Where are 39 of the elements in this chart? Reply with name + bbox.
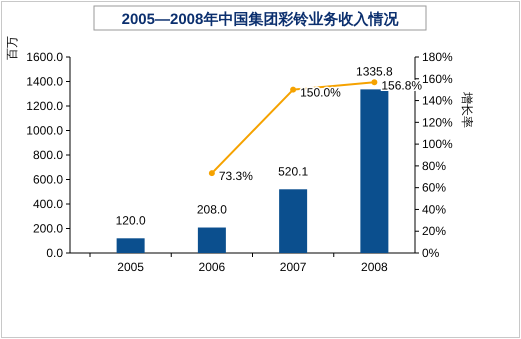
y2-tick-label: 80% bbox=[422, 158, 446, 173]
point bbox=[208, 170, 215, 176]
bar bbox=[198, 228, 226, 253]
x-tick-label: 2005 bbox=[117, 260, 144, 274]
x-tick-label: 2006 bbox=[198, 260, 226, 274]
data-label: 1335.8 bbox=[356, 64, 394, 78]
data-label: 73.3% bbox=[218, 169, 254, 184]
point bbox=[290, 86, 296, 93]
y2-tick-label: 0% bbox=[422, 246, 440, 260]
y2-tick-label: 60% bbox=[422, 180, 446, 195]
y-tick-label: 400.0 bbox=[32, 197, 64, 211]
data-label: 120.0 bbox=[116, 213, 146, 228]
x-tick-label: 2007 bbox=[280, 260, 307, 274]
x-tick-label: 2008 bbox=[361, 260, 388, 274]
chart-title: 2005—2008年中国集团彩铃业务收入情况 bbox=[122, 11, 400, 28]
y-tick-label: 600.0 bbox=[32, 172, 64, 186]
y-tick-label: 1400.0 bbox=[26, 74, 64, 88]
y2-tick-label: 20% bbox=[422, 224, 446, 238]
y2-tick-label: 40% bbox=[422, 202, 446, 216]
y-tick-label: 1200.0 bbox=[26, 99, 64, 113]
y2-tick-label: 180% bbox=[422, 50, 454, 64]
data-label: 520.1 bbox=[278, 164, 308, 178]
y2-tick-label: 100% bbox=[422, 137, 454, 152]
y2-tick-label: 120% bbox=[422, 115, 454, 130]
bar bbox=[116, 238, 145, 253]
data-label: 150.0% bbox=[300, 86, 342, 100]
y2-tick-label: 140% bbox=[422, 94, 454, 108]
point bbox=[371, 79, 378, 86]
y2-axis-title: 增长率 bbox=[460, 91, 474, 128]
y-tick-label: 800.0 bbox=[32, 148, 64, 162]
y-axis-title: 百万 bbox=[5, 36, 19, 60]
bar bbox=[279, 189, 308, 253]
data-label: 208.0 bbox=[196, 202, 228, 217]
y-tick-label: 200.0 bbox=[32, 222, 64, 236]
bar bbox=[360, 89, 388, 253]
y-tick-label: 1000.0 bbox=[26, 124, 64, 138]
y-tick-label: 0.0 bbox=[46, 246, 64, 260]
y-tick-label: 1600.0 bbox=[26, 50, 64, 64]
y2-tick-label: 160% bbox=[422, 72, 454, 86]
